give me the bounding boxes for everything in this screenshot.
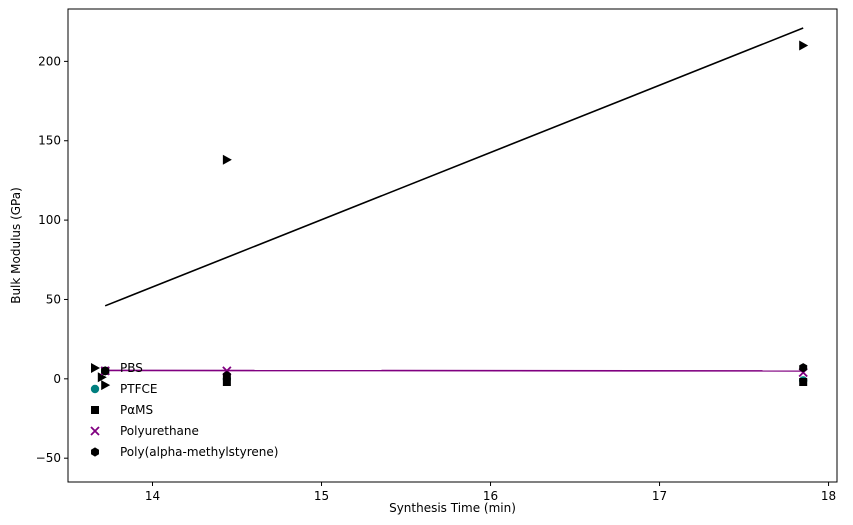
series-ptfce (100, 366, 808, 385)
data-point-pbs (97, 372, 107, 383)
legend-label: Polyurethane (120, 424, 199, 438)
legend-entry-polyurethane: Polyurethane (90, 424, 199, 438)
legend-marker-polyurethane (90, 426, 100, 436)
x-tick: 18 (821, 482, 836, 503)
x-tick: 17 (652, 482, 667, 503)
legend-marker-pbs (91, 363, 100, 373)
x-tick: 15 (314, 482, 329, 503)
y-axis-ticks: −50 0 50 100 150 200 (36, 54, 68, 465)
data-point-pbs (799, 40, 809, 51)
plot-frame (67, 8, 838, 483)
x-axis-ticks: 14 15 16 17 18 (145, 482, 836, 503)
data-point-pbs (222, 154, 232, 165)
data-points (97, 40, 809, 391)
legend-marker-p-ms (91, 406, 99, 414)
data-point-poly-alpha-methylstyrene (799, 363, 808, 373)
data-point-pbs (101, 380, 111, 391)
legend-marker-ptfce (90, 384, 100, 394)
y-tick: 150 (38, 134, 68, 148)
data-point-poly-alpha-methylstyrene (101, 366, 110, 376)
y-tick: 100 (38, 213, 68, 227)
series-poly-alpha-methylstyrene (101, 363, 808, 381)
y-tick: −50 (36, 451, 68, 465)
y-tick: 200 (38, 54, 68, 68)
x-tick-label: 15 (314, 489, 329, 503)
data-point-p-ms (222, 378, 231, 387)
legend-entry-ptfce: PTFCE (90, 382, 157, 396)
x-tick-label: 17 (652, 489, 667, 503)
y-tick-label: 100 (38, 213, 61, 227)
legend-marker-poly-alpha-methylstyrene (91, 447, 99, 457)
y-tick: 50 (46, 292, 68, 306)
y-axis-label: Bulk Modulus (GPa) (9, 187, 23, 304)
y-tick: 0 (53, 372, 68, 386)
x-tick: 16 (483, 482, 498, 503)
x-tick-label: 16 (483, 489, 498, 503)
legend-label: PTFCE (120, 382, 157, 396)
legend-label: PαMS (120, 403, 153, 417)
series-polyurethane (100, 366, 808, 378)
data-point-poly-alpha-methylstyrene (222, 371, 231, 381)
legend: PBS PTFCE PαMS Polyurethane Poly(alpha-methy… (90, 361, 278, 459)
y-tick-label: 50 (46, 292, 61, 306)
series-pbs (97, 40, 809, 391)
y-tick-label: 0 (53, 372, 61, 386)
legend-entry-poly-alpha-methylstyrene: Poly(alpha-methylstyrene) (91, 445, 278, 459)
legend-label: Poly(alpha-methylstyrene) (120, 445, 278, 459)
y-tick-label: −50 (36, 451, 61, 465)
x-tick-label: 18 (821, 489, 836, 503)
y-tick-label: 150 (38, 134, 61, 148)
fit-lines (104, 27, 804, 372)
x-tick: 14 (145, 482, 160, 503)
legend-label: PBS (120, 361, 143, 375)
y-tick-label: 200 (38, 54, 61, 68)
fit-line-pbs (104, 27, 804, 307)
legend-entry-pbs: PBS (91, 361, 143, 375)
data-point-p-ms (799, 378, 808, 387)
legend-entry-p-ms: PαMS (91, 403, 153, 417)
x-tick-label: 14 (145, 489, 160, 503)
x-axis-label: Synthesis Time (min) (389, 501, 516, 515)
